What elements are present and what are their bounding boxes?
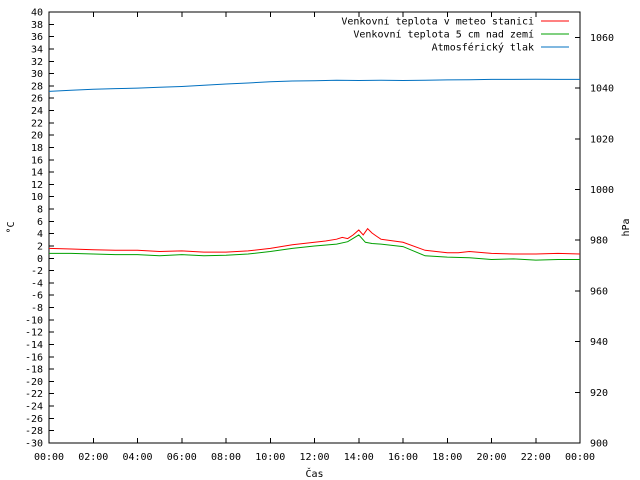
x-tick-label: 02:00 [78, 452, 108, 463]
legend-label-1: Venkovní teplota v meteo stanici [341, 16, 534, 28]
left-y-tick-label: 16 [31, 155, 43, 166]
left-y-tick-label: -2 [31, 266, 43, 277]
left-y-tick-label: -4 [31, 278, 43, 289]
x-tick-label: 16:00 [388, 452, 418, 463]
series-line-3 [48, 78, 580, 92]
left-y-tick-label: -14 [25, 340, 43, 351]
left-y-tick-label: -6 [31, 291, 43, 302]
left-y-tick-label: 8 [37, 205, 43, 216]
legend-label-2: Venkovní teplota 5 cm nad zemí [353, 29, 534, 41]
left-y-tick-label: 38 [31, 20, 43, 31]
x-tick-label: 18:00 [432, 452, 462, 463]
left-y-tick-label: 26 [31, 94, 43, 105]
left-y-tick-label: 36 [31, 32, 43, 43]
left-y-tick-label: 0 [37, 254, 43, 265]
right-y-tick-label: 1040 [590, 84, 614, 95]
left-y-tick-label: 34 [31, 44, 43, 55]
left-y-tick-label: 2 [37, 241, 43, 252]
left-y-tick-label: 4 [37, 229, 43, 240]
left-y-tick-label: 32 [31, 57, 43, 68]
axes: 4038363432302826242220181614121086420-2-… [25, 8, 614, 464]
left-y-tick-label: 24 [31, 106, 43, 117]
left-y-tick-label: 6 [37, 217, 43, 228]
x-tick-label: 20:00 [476, 452, 506, 463]
right-y-tick-label: 940 [590, 337, 608, 348]
left-y-tick-label: -26 [25, 414, 43, 425]
x-tick-label: 00:00 [565, 452, 595, 463]
right-y-tick-label: 900 [590, 439, 608, 450]
right-y-tick-label: 1000 [590, 185, 614, 196]
left-y-tick-label: -18 [25, 365, 43, 376]
left-y-tick-label: 14 [31, 168, 43, 179]
left-y-tick-label: 10 [31, 192, 43, 203]
x-tick-label: 00:00 [34, 452, 64, 463]
plot-series [48, 78, 581, 261]
right-y-tick-label: 1020 [590, 134, 614, 145]
right-y-tick-label: 980 [590, 236, 608, 247]
left-y-tick-label: 12 [31, 180, 43, 191]
left-y-tick-label: -12 [25, 328, 43, 339]
x-tick-label: 04:00 [122, 452, 152, 463]
left-y-tick-label: -30 [25, 439, 43, 450]
right-y-tick-label: 960 [590, 286, 608, 297]
series-line-2 [49, 234, 580, 261]
legend: Venkovní teplota v meteo staniciVenkovní… [341, 16, 569, 54]
x-tick-label: 10:00 [255, 452, 285, 463]
x-axis-title: Čas [305, 467, 323, 480]
left-y-tick-label: 28 [31, 81, 43, 92]
x-tick-label: 08:00 [211, 452, 241, 463]
left-y-tick-label: -8 [31, 303, 43, 314]
series-line-1 [48, 227, 581, 255]
right-y-tick-label: 920 [590, 388, 608, 399]
left-y-tick-label: -28 [25, 426, 43, 437]
legend-label-3: Atmosférický tlak [432, 42, 534, 54]
plot-frame [48, 11, 581, 444]
left-y-tick-label: 20 [31, 131, 43, 142]
left-y-tick-label: -24 [25, 402, 43, 413]
left-y-tick-label: 30 [31, 69, 43, 80]
x-tick-label: 14:00 [344, 452, 374, 463]
left-y-tick-label: -10 [25, 315, 43, 326]
right-y-tick-label: 1060 [590, 33, 614, 44]
left-y-tick-label: 18 [31, 143, 43, 154]
left-y-tick-label: -22 [25, 389, 43, 400]
left-y-tick-label: -20 [25, 377, 43, 388]
left-y-tick-label: 22 [31, 118, 43, 129]
x-tick-label: 06:00 [167, 452, 197, 463]
left-y-tick-label: -16 [25, 352, 43, 363]
x-tick-label: 22:00 [521, 452, 551, 463]
left-y-axis-title: °C [6, 221, 17, 233]
right-y-axis-title: hPa [621, 218, 632, 236]
x-tick-label: 12:00 [299, 452, 329, 463]
left-y-tick-label: 40 [31, 8, 43, 19]
